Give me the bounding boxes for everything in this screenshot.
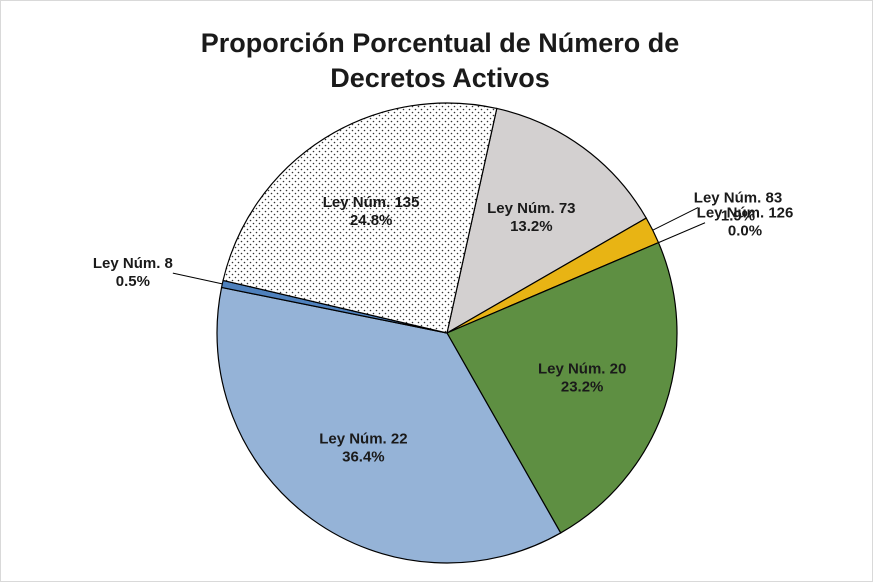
slice-label: Ley Núm. 73 (487, 200, 575, 217)
leader-line (652, 207, 699, 231)
slice-value-label: 0.0% (728, 223, 762, 240)
pie-slice (446, 107, 648, 335)
slice-value-label: 24.8% (350, 212, 393, 229)
slice-value-label: 13.2% (510, 218, 553, 235)
leader-line (658, 222, 706, 244)
leader-line (172, 272, 223, 285)
slice-label: Ley Núm. 8 (93, 255, 173, 272)
slice-label: Ley Núm. 20 (538, 360, 626, 377)
slice-value-label: 23.2% (561, 378, 604, 395)
slice-label: Ley Núm. 126 (697, 205, 794, 222)
chart-title: Decretos Activos (330, 63, 550, 93)
slice-label: Ley Núm. 83 (694, 190, 782, 207)
pie-slice (216, 286, 562, 564)
slice-label: Ley Núm. 135 (323, 194, 420, 211)
slice-value-label: 0.5% (116, 273, 150, 290)
slice-value-label: 36.4% (342, 448, 385, 465)
slice-label: Ley Núm. 22 (319, 430, 407, 447)
pie-slice (446, 241, 678, 534)
pie-slice (222, 102, 498, 334)
slice-value-label: 1.9% (721, 208, 755, 225)
chart-title: Proporción Porcentual de Número de (201, 28, 680, 58)
